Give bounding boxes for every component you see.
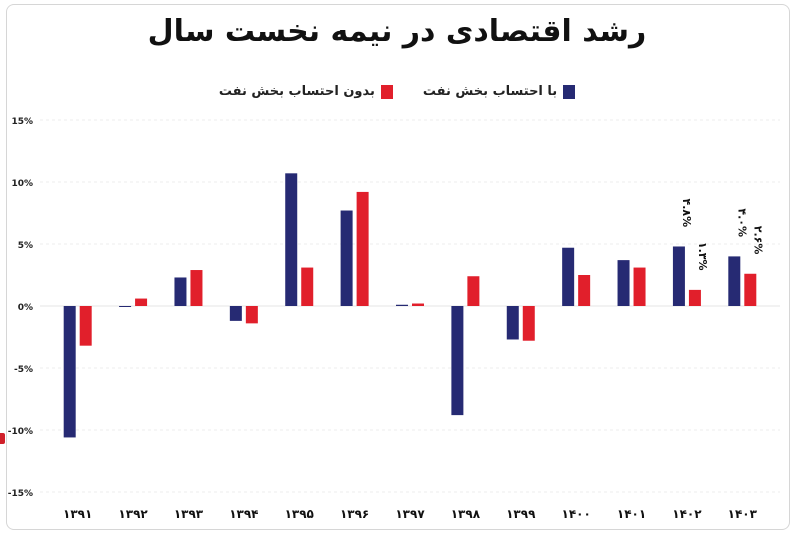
x-tick-label: ۱۳۹۵: [285, 507, 314, 521]
legend-label-without-oil: بدون احتساب بخش نفت: [218, 84, 375, 99]
chart-legend: با احتساب بخش نفت بدون احتساب بخش نفت: [0, 84, 794, 99]
x-tick-label: ۱۴۰۳: [728, 507, 758, 521]
y-tick-label: 10%: [11, 179, 33, 189]
bar-without-oil: [135, 298, 148, 306]
bar-with-oil: [728, 256, 741, 306]
bar-without-oil: [522, 306, 535, 341]
y-tick-label: 15%: [11, 117, 33, 127]
x-tick-label: ۱۳۹۷: [395, 507, 425, 521]
chart-title: رشد اقتصادی در نیمه نخست سال: [147, 14, 647, 49]
bar-with-oil: [63, 306, 76, 438]
bar-with-oil: [617, 260, 630, 306]
bar-without-oil: [245, 306, 258, 324]
x-tick-label: ۱۳۹۱: [63, 507, 92, 521]
bar-with-oil: [672, 246, 685, 306]
edge-logo-mark: [0, 433, 5, 444]
bar-with-oil: [340, 210, 353, 306]
y-tick-label: -10%: [8, 427, 33, 437]
bar-with-oil: [396, 304, 408, 306]
bar-without-oil: [356, 191, 369, 306]
chart-frame: [6, 4, 790, 530]
x-tick-label: ۱۳۹۸: [451, 507, 481, 521]
bar-without-oil: [301, 267, 314, 306]
bar-without-oil: [412, 303, 424, 306]
x-tick-label: ۱۳۹۳: [174, 507, 204, 521]
bar-with-oil: [506, 306, 519, 340]
bar-with-oil: [174, 277, 187, 306]
y-tick-label: 5%: [18, 241, 33, 251]
legend-swatch-with-oil: [563, 84, 576, 99]
data-label: ۴.۰%: [735, 208, 748, 237]
bar-without-oil: [79, 306, 92, 346]
bar-without-oil: [688, 289, 701, 306]
bar-with-oil: [119, 306, 132, 307]
bar-without-oil: [578, 275, 591, 306]
data-label: ۱.۳%: [696, 242, 709, 271]
data-label: ۴.۸%: [680, 198, 693, 227]
bar-with-oil: [285, 173, 298, 306]
bar-with-oil: [451, 306, 464, 416]
bar-with-oil: [229, 306, 242, 321]
legend-label-with-oil: با احتساب بخش نفت: [422, 84, 558, 99]
x-tick-label: ۱۳۹۲: [118, 507, 148, 521]
legend-item-without-oil: بدون احتساب بخش نفت: [219, 84, 393, 99]
x-tick-label: ۱۳۹۶: [340, 507, 369, 521]
y-tick-label: -5%: [14, 365, 33, 375]
bar-without-oil: [744, 273, 757, 306]
bar-without-oil: [633, 267, 646, 306]
legend-swatch-without-oil: [380, 84, 393, 99]
y-tick-label: -15%: [8, 489, 33, 499]
data-label: ۲.۶%: [751, 226, 764, 255]
x-tick-label: ۱۳۹۴: [229, 507, 258, 521]
x-tick-label: ۱۳۹۹: [506, 507, 536, 521]
bar-with-oil: [562, 247, 575, 306]
legend-item-with-oil: با احتساب بخش نفت: [422, 84, 576, 99]
y-tick-label: 0%: [18, 303, 33, 313]
bar-without-oil: [467, 276, 480, 306]
x-tick-label: ۱۴۰۲: [672, 507, 702, 521]
x-tick-label: ۱۴۰۱: [617, 507, 646, 521]
x-tick-label: ۱۴۰۰: [562, 507, 591, 521]
bar-without-oil: [190, 270, 203, 306]
